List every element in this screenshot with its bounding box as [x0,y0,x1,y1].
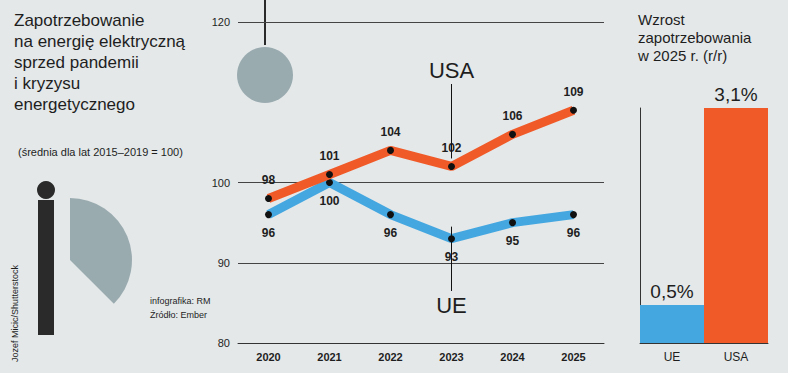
svg-text:Jozef Micic/Shutterstock: Jozef Micic/Shutterstock [10,264,20,362]
svg-text:101: 101 [319,149,339,163]
svg-text:Zapotrzebowanie: Zapotrzebowanie [14,11,144,30]
svg-text:zapotrzebowania: zapotrzebowania [638,29,752,46]
svg-text:Źródło: Ember: Źródło: Ember [150,310,207,320]
svg-text:120: 120 [212,16,230,28]
svg-text:96: 96 [567,226,581,240]
svg-text:102: 102 [441,140,462,155]
svg-text:80: 80 [218,337,230,349]
svg-text:96: 96 [384,226,398,240]
svg-text:(średnia dla lat 2015–2019 = 1: (średnia dla lat 2015–2019 = 100) [18,146,183,158]
svg-text:104: 104 [380,125,400,139]
svg-text:2022: 2022 [378,351,402,363]
svg-text:93: 93 [444,250,459,265]
svg-text:na energię elektryczną: na energię elektryczną [14,32,186,51]
svg-text:98: 98 [262,173,276,187]
svg-text:2021: 2021 [317,351,341,363]
svg-text:2024: 2024 [500,351,525,363]
svg-text:USA: USA [724,350,749,364]
svg-text:infografika: RM: infografika: RM [150,296,211,306]
svg-text:95: 95 [506,234,520,248]
svg-text:109: 109 [563,85,583,99]
svg-text:106: 106 [502,109,522,123]
svg-text:UE: UE [664,350,681,364]
svg-text:3,1%: 3,1% [714,84,757,105]
svg-text:Wzrost: Wzrost [638,11,685,28]
svg-text:100: 100 [212,177,230,189]
svg-text:USA: USA [429,58,475,83]
svg-text:100: 100 [319,194,339,208]
svg-text:w 2025 r. (r/r): w 2025 r. (r/r) [637,47,727,64]
svg-text:2020: 2020 [256,351,280,363]
svg-text:96: 96 [262,226,276,240]
svg-text:2023: 2023 [439,351,463,363]
svg-text:UE: UE [436,293,467,318]
svg-text:energetycznego: energetycznego [14,95,135,114]
svg-text:2025: 2025 [561,351,585,363]
svg-text:sprzed pandemii: sprzed pandemii [14,53,139,72]
svg-text:i kryzysu: i kryzysu [14,74,80,93]
svg-text:90: 90 [218,257,230,269]
svg-text:0,5%: 0,5% [650,281,693,302]
